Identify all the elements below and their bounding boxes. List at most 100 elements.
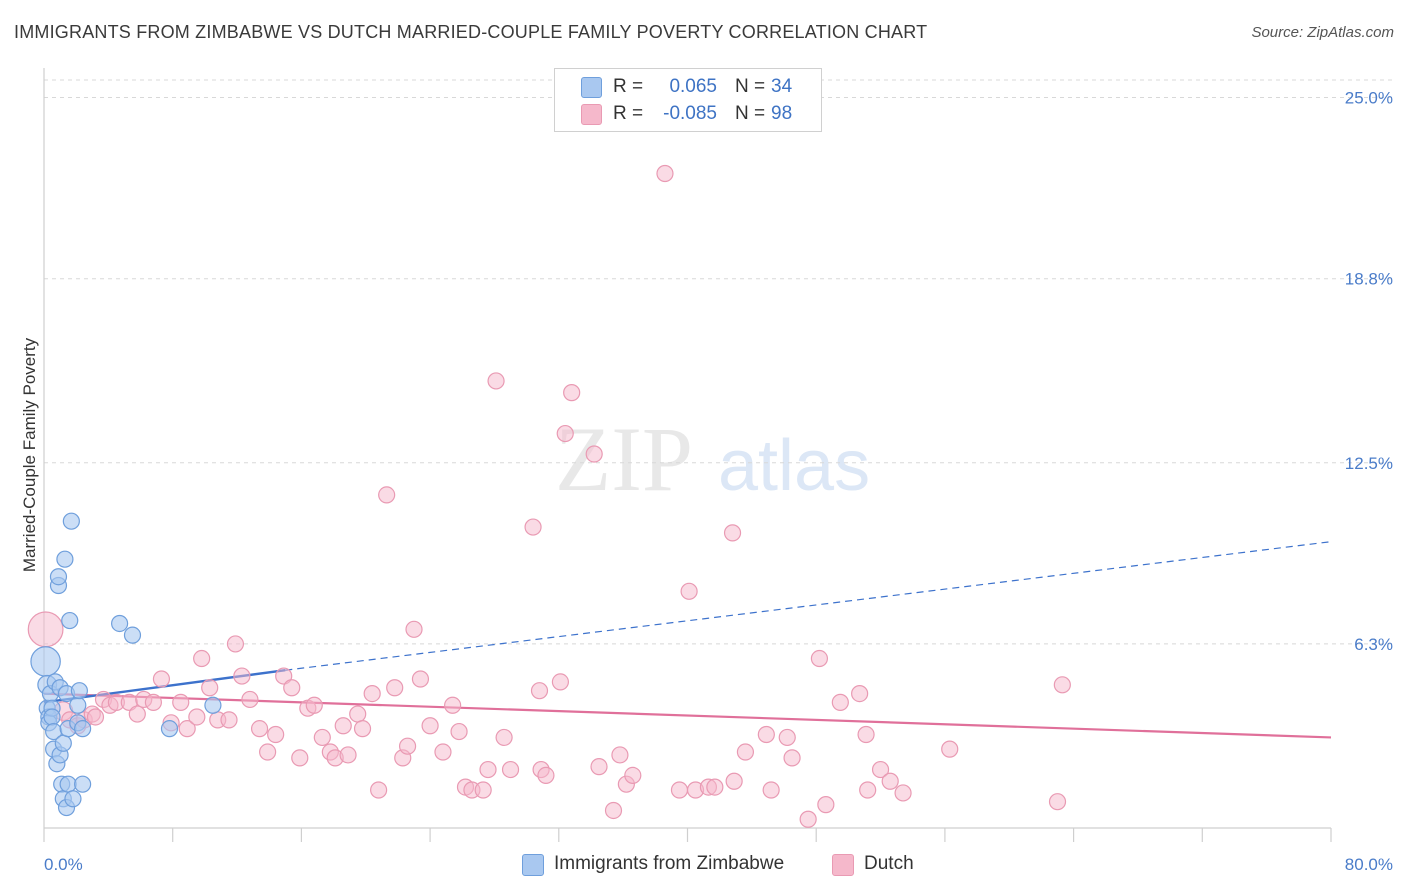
dutch-point [656,164,674,183]
dutch-point [353,720,372,738]
dutch-point [283,679,301,697]
dutch-point [27,611,64,648]
axes [43,68,1332,842]
legend-n-value: 34 [771,76,793,97]
dutch-point [305,696,323,714]
dutch-point [723,524,742,542]
zimbabwe-point [74,775,92,793]
dutch-point [339,746,357,764]
dutch-point [537,766,555,785]
legend-n-value: 98 [771,103,793,124]
zimbabwe-trend-extension [285,541,1332,671]
dutch-point [859,781,877,799]
dutch-point [894,784,912,802]
dutch-point [495,728,513,747]
dutch-point [450,722,468,741]
dutch-point [233,667,251,685]
zimbabwe-point [70,682,88,700]
dutch-point [128,705,146,723]
dutch-point [851,684,869,703]
dutch-point [487,372,505,390]
dutch-point [259,743,277,761]
zimbabwe-point [123,626,142,644]
dutch-point [778,728,796,747]
zimbabwe-point [59,775,77,793]
dutch-point [1053,676,1071,694]
bottom-legend-label-zimbabwe: Immigrants from Zimbabwe [554,853,785,874]
dutch-point [857,725,875,744]
source-label: Source: ZipAtlas.com [1251,24,1394,41]
dutch-point [831,693,849,711]
dutch-point [275,667,293,685]
zimbabwe-point [43,708,61,726]
dutch-point [152,670,171,688]
x-tick-label-min: 0.0% [44,855,83,874]
zimbabwe-point [54,734,72,752]
legend-swatch-dutch [581,104,602,125]
dutch-point [398,737,417,755]
zimbabwe-point [61,611,79,630]
dutch-point [411,670,430,688]
dutch-point [434,743,452,761]
dutch-point [783,749,801,767]
y-tick-label: 25.0% [1345,89,1393,108]
zimbabwe-point [160,720,179,738]
y-tick-labels: 6.3% 12.5% 18.8% 25.0% [1345,89,1393,654]
dutch-point [670,781,689,799]
watermark-zip: ZIP [555,408,693,510]
dutch-point [604,801,623,820]
legend-n-label: N = [735,103,766,124]
bottom-legend-swatch-zimbabwe [522,854,544,876]
dutch-point [291,749,309,767]
dutch-point [556,424,574,443]
zimbabwe-point [204,696,222,714]
dutch-point [757,725,775,744]
legend-r-value: 0.065 [669,76,717,97]
zimbabwe-point [74,720,92,738]
zimbabwe-point [30,646,61,677]
dutch-point [386,679,404,697]
dutch-point [444,696,462,714]
legend-row-zimbabwe: R = 0.065 N = 34 [555,73,821,99]
dutch-point [611,746,629,764]
dutch-point [405,620,423,638]
y-tick-label: 12.5% [1345,454,1393,473]
dutch-point [810,649,829,668]
dutch-point [881,772,899,790]
dutch-point [524,518,542,536]
legend-r-label: R = [613,76,644,97]
dutch-point [421,717,439,735]
dutch-point [551,673,570,691]
chart-title: IMMIGRANTS FROM ZIMBABWE VS DUTCH MARRIE… [14,22,928,42]
zimbabwe-point [49,568,68,586]
dutch-point [172,693,190,711]
bottom-legend-label-dutch: Dutch [864,853,914,874]
zimbabwe-point [69,696,87,714]
dutch-point [220,711,238,729]
dutch-point [226,635,245,653]
dutch-trend-line [43,692,1332,739]
dutch-point [313,728,331,747]
dutch-point [178,720,196,738]
dutch-points [27,164,1071,828]
dutch-point [349,705,367,723]
dutch-point [941,740,959,758]
dutch-point [250,720,269,738]
legend: R = 0.065 N = 34 R = -0.085 N = 98 [554,68,822,132]
bottom-legend-swatch-dutch [832,854,854,876]
dutch-point [590,758,608,776]
dutch-point [378,486,396,504]
zimbabwe-point [62,512,80,530]
y-tick-label: 18.8% [1345,270,1393,289]
dutch-point [370,781,388,799]
zimbabwe-points [30,512,222,817]
y-tick-label: 6.3% [1354,635,1393,654]
dutch-point [563,384,581,402]
dutch-point [363,684,381,703]
dutch-point [334,717,352,735]
dutch-point [762,781,780,799]
dutch-point [871,760,890,779]
dutch-point [86,708,105,726]
legend-row-dutch: R = -0.085 N = 98 [555,100,821,126]
dutch-point [530,682,549,700]
